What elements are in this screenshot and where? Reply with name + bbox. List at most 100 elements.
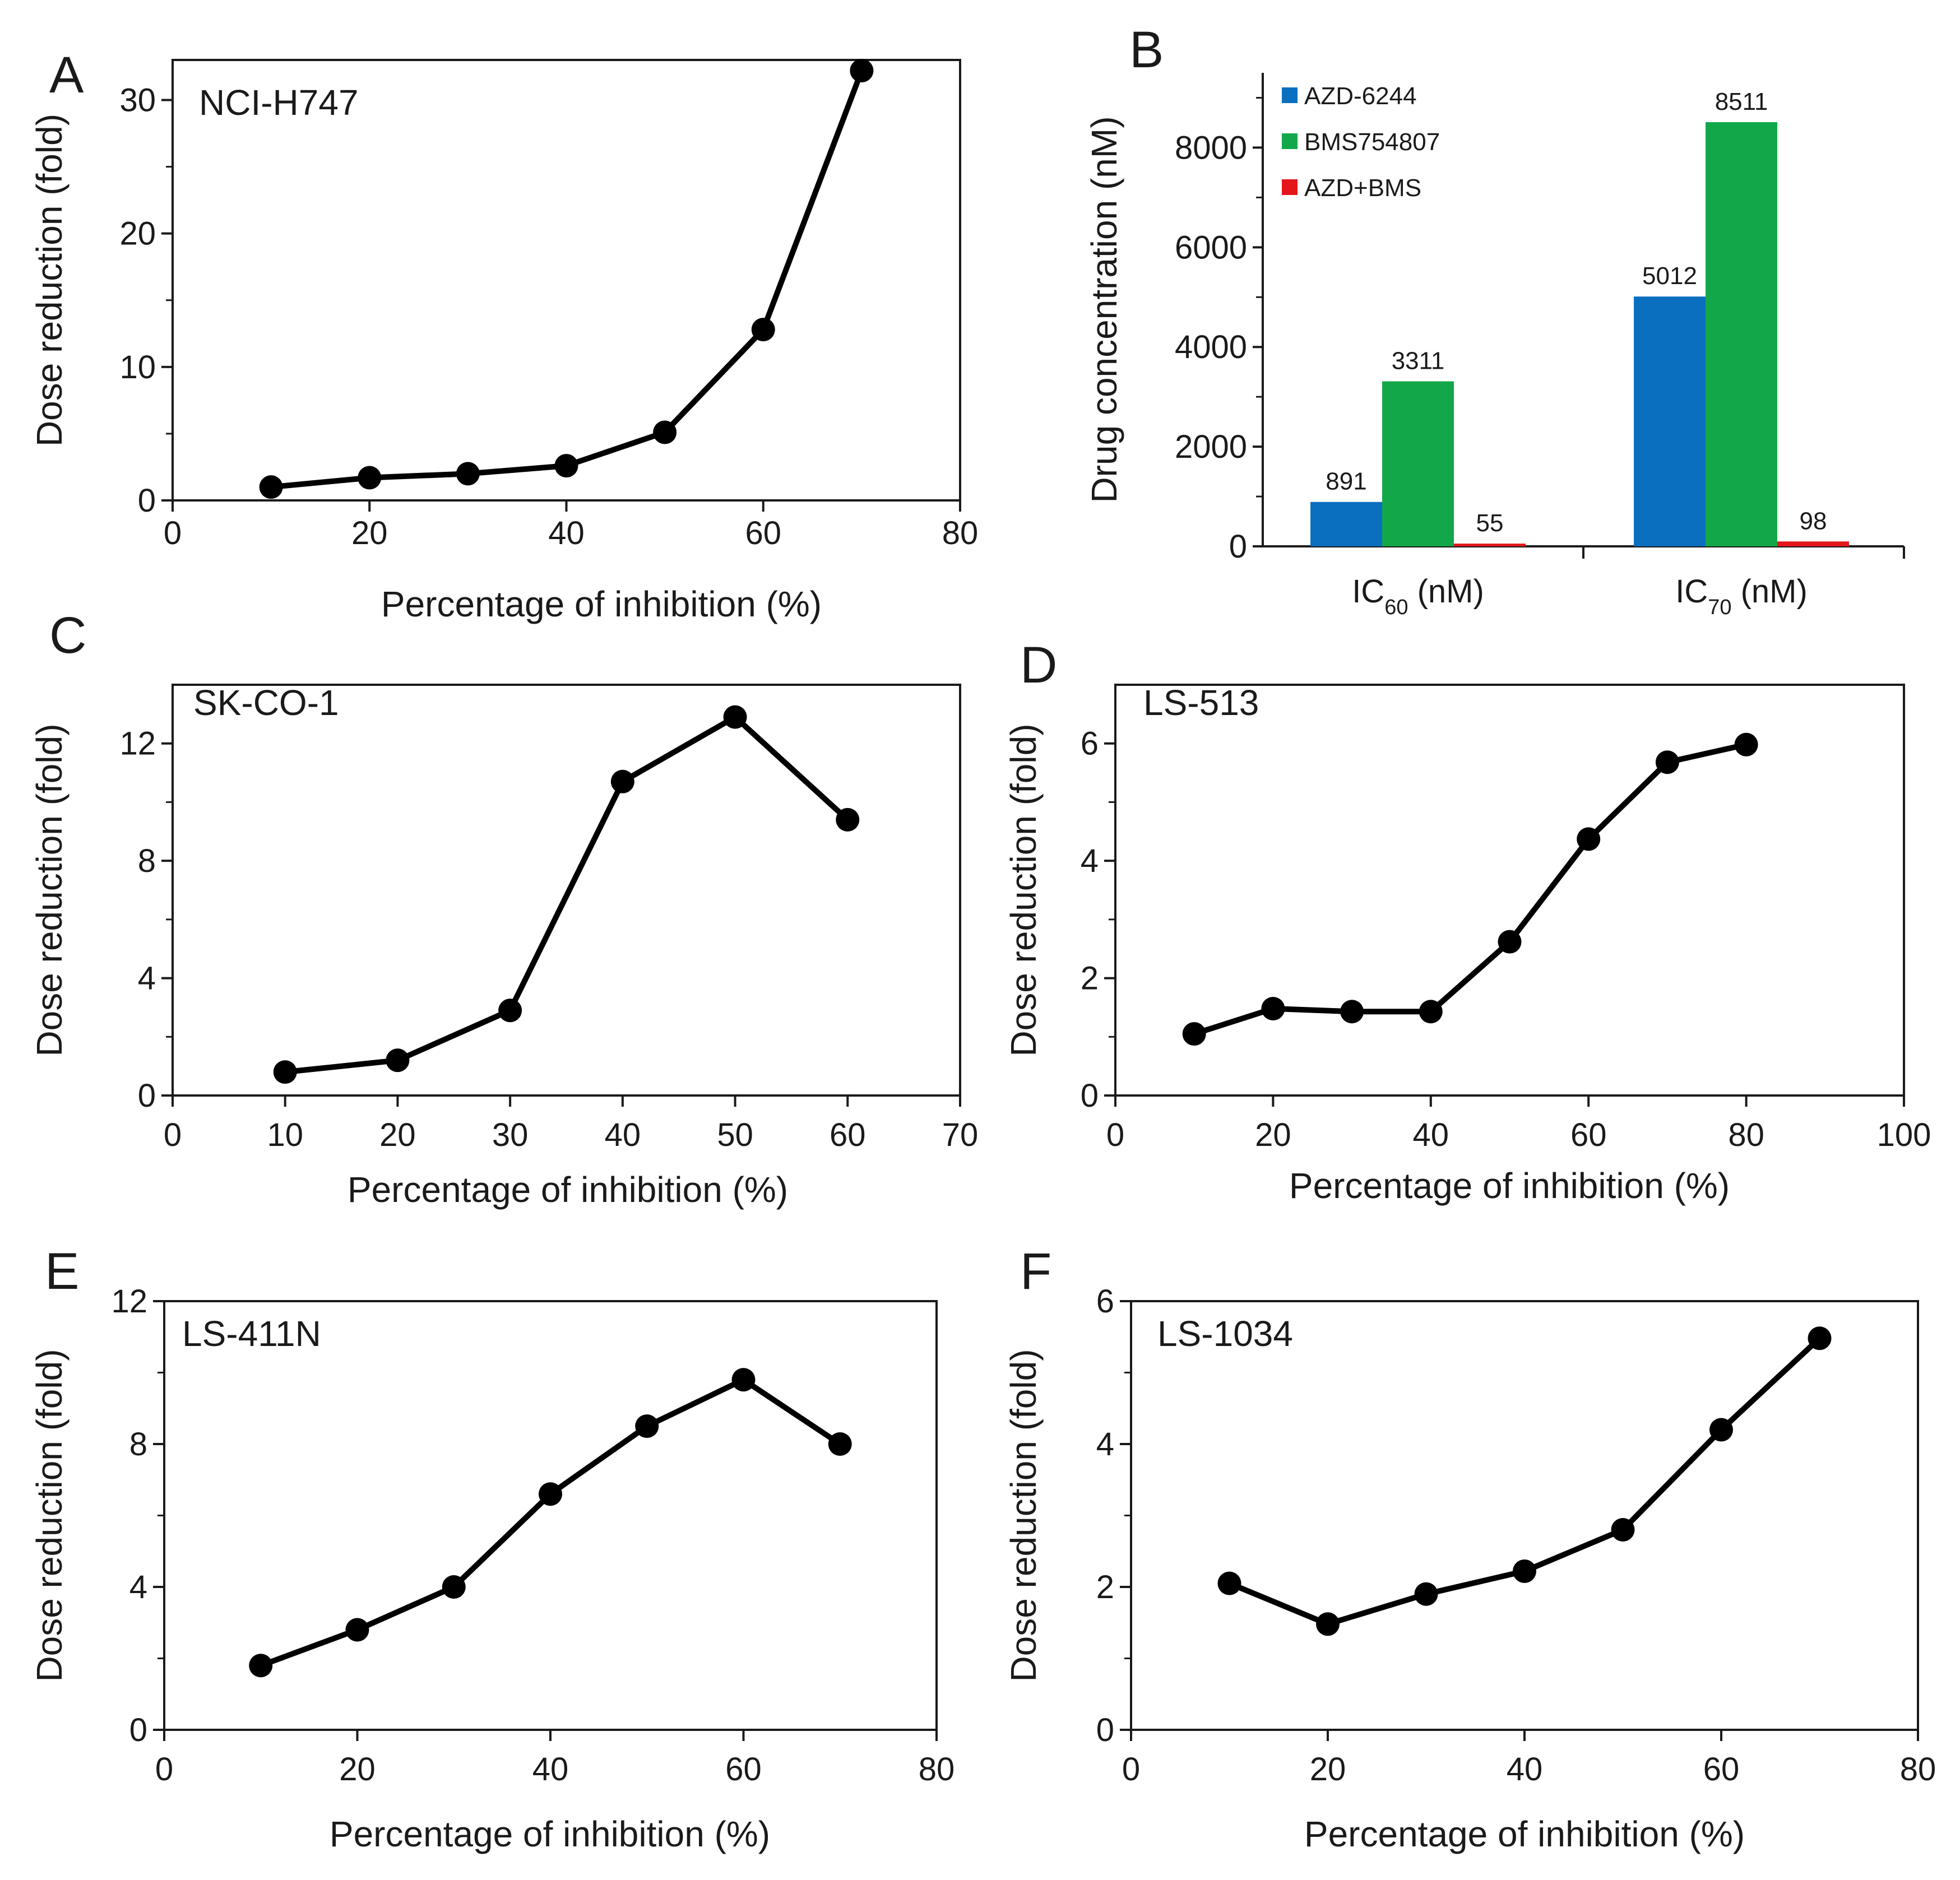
data-point (836, 807, 860, 832)
panel-letter: E (45, 1243, 79, 1300)
cell-line-label: LS-411N (182, 1313, 321, 1354)
x-tick-label: 80 (1728, 1117, 1764, 1153)
y-axis-title: Dose reduction (fold) (29, 723, 69, 1056)
data-point (1498, 930, 1522, 954)
data-point (1513, 1559, 1536, 1583)
x-tick-label: 40 (532, 1751, 569, 1788)
series-line (271, 69, 865, 490)
data-point (828, 1432, 852, 1456)
y-tick-label: 12 (119, 726, 156, 762)
category-label-sub: 60 (1384, 596, 1408, 619)
legend-swatch (1282, 87, 1298, 103)
bar-value-label: 98 (1800, 507, 1827, 535)
data-point (1414, 1582, 1438, 1606)
y-tick-label: 0 (1081, 1078, 1099, 1114)
data-point (610, 769, 634, 793)
x-tick-label: 100 (1877, 1117, 1931, 1153)
y-tick-label: 6000 (1175, 229, 1247, 266)
x-tick-label: 60 (745, 515, 781, 551)
y-tick-label: 2000 (1175, 429, 1247, 465)
legend-label: AZD-6244 (1304, 82, 1417, 110)
panel-letter: D (1020, 637, 1057, 694)
data-point (1734, 732, 1758, 756)
cell-line-label: SK-CO-1 (193, 683, 339, 723)
data-point (386, 1048, 410, 1073)
y-axis-title: Dose reduction (fold) (29, 114, 69, 447)
panel-f: F LS-1034 0 20 40 60 80 0 2 4 6 Percentage of inhib… (1003, 1243, 1936, 1854)
legend-swatch (1282, 179, 1298, 195)
x-tick-label: 30 (492, 1117, 529, 1153)
category-label-tail: (nM) (1731, 573, 1807, 610)
y-tick-label: 8 (129, 1426, 147, 1463)
bar-azd-bms-0 (1454, 544, 1526, 546)
x-tick-label: 20 (379, 1117, 416, 1153)
x-tick-label: 80 (942, 515, 979, 551)
legend: AZD-6244 BMS754807 AZD+BMS (1282, 82, 1440, 202)
data-point (498, 999, 522, 1023)
data-point (1611, 1518, 1635, 1542)
y-tick-label: 10 (119, 349, 156, 386)
bar-bms754807-0 (1382, 381, 1454, 546)
y-tick-label: 0 (1229, 528, 1247, 565)
x-tick-label: 20 (351, 515, 388, 551)
data-point (1217, 1571, 1241, 1595)
data-point (259, 475, 283, 499)
data-point (539, 1482, 562, 1506)
bar-azd-6244-1 (1634, 296, 1706, 546)
data-point (1316, 1612, 1340, 1636)
x-tick-label: 60 (1703, 1751, 1740, 1788)
data-point (1419, 1000, 1443, 1024)
series-line (1193, 741, 1747, 1037)
data-point (1182, 1022, 1206, 1046)
data-point (1808, 1326, 1832, 1350)
data-point (249, 1654, 273, 1678)
legend-label: BMS754807 (1304, 128, 1440, 156)
x-tick-label: 70 (942, 1117, 979, 1153)
bar-azd-bms-1 (1777, 541, 1849, 546)
data-point (345, 1618, 369, 1642)
x-tick-label: 80 (919, 1751, 955, 1788)
bar-value-label: 8511 (1715, 88, 1768, 115)
data-point (1261, 997, 1285, 1021)
x-axis-title: Percentage of inhibition (%) (347, 1169, 788, 1210)
category-label-main: IC (1675, 573, 1708, 610)
cell-line-label: LS-1034 (1157, 1313, 1293, 1354)
y-axis-title: Dose reduction (fold) (1003, 1349, 1044, 1682)
data-point (1577, 827, 1601, 851)
legend-swatch (1282, 133, 1298, 149)
data-point (554, 454, 578, 478)
x-axis-title: Percentage of inhibition (%) (1289, 1166, 1730, 1206)
y-tick-label: 0 (129, 1712, 147, 1748)
plot-frame (172, 684, 961, 1097)
y-tick-label: 4 (138, 960, 156, 997)
y-tick-label: 0 (138, 482, 156, 519)
category-label: IC70 (nM) (1675, 573, 1808, 619)
panel-a: A NCI-H747 0 20 40 60 80 0 10 20 30 Percentage of i… (29, 47, 978, 624)
y-tick-label: 12 (111, 1283, 147, 1320)
x-tick-label: 60 (830, 1117, 866, 1153)
x-tick-label: 60 (1570, 1117, 1607, 1153)
panel-c: C SK-CO-1 0 10 20 30 40 50 60 70 0 4 8 12 Percentage o… (29, 607, 978, 1210)
category-label-tail: (nM) (1408, 573, 1484, 610)
bar-value-label: 55 (1476, 509, 1504, 537)
y-tick-label: 0 (1096, 1712, 1114, 1748)
x-tick-label: 20 (339, 1751, 376, 1788)
data-point (1709, 1418, 1733, 1442)
x-tick-label: 0 (164, 515, 182, 551)
x-tick-label: 0 (1122, 1751, 1140, 1788)
data-point (456, 462, 480, 486)
y-tick-label: 30 (119, 82, 156, 118)
data-point (653, 420, 677, 444)
y-tick-label: 6 (1096, 1283, 1114, 1320)
category-label-main: IC (1352, 573, 1384, 610)
plot-frame (163, 1300, 938, 1731)
data-point (1340, 1000, 1364, 1024)
bar-value-label: 891 (1326, 468, 1366, 495)
data-point (731, 1368, 756, 1392)
data-point (358, 466, 382, 490)
category-label-sub: 70 (1708, 596, 1731, 619)
x-axis-title: Percentage of inhibition (%) (1304, 1814, 1745, 1854)
y-tick-label: 2 (1096, 1569, 1114, 1605)
panel-letter: B (1129, 21, 1164, 78)
